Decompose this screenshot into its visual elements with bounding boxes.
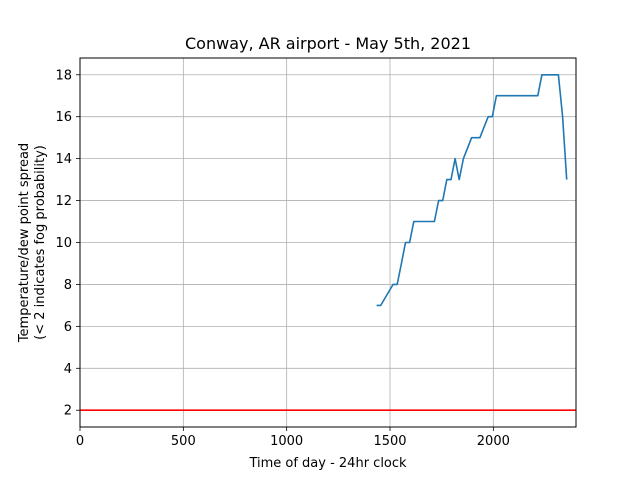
spread-series-line	[376, 74, 568, 307]
y-tick-label: 2	[64, 404, 72, 419]
x-tick-label: 0	[76, 434, 84, 449]
x-tick-label: 1500	[373, 434, 406, 449]
y-tick-label: 12	[55, 194, 72, 209]
grid	[79, 58, 576, 427]
y-axis-label-line-1: Temperature/dew point spread	[17, 143, 32, 343]
x-tick-label: 2000	[477, 434, 510, 449]
y-tick-label: 16	[55, 110, 72, 125]
y-tick-label: 8	[64, 278, 72, 293]
x-tick-label: 1000	[270, 434, 303, 449]
series-layer	[376, 74, 568, 307]
x-tick-label: 500	[171, 434, 196, 449]
y-ticks: 2 4 6 8 10 12 14 16 18	[55, 68, 80, 419]
chart-title: Conway, AR airport - May 5th, 2021	[185, 34, 471, 53]
y-tick-label: 18	[55, 68, 72, 83]
y-tick-label: 6	[64, 320, 72, 335]
y-tick-label: 14	[55, 152, 72, 167]
y-axis-label-line-2: (< 2 indicates fog probability)	[33, 145, 48, 340]
y-tick-label: 4	[64, 362, 72, 377]
y-tick-label: 10	[55, 236, 72, 251]
x-axis-label: Time of day - 24hr clock	[248, 456, 407, 471]
x-ticks: 0 500 1000 1500 2000	[76, 427, 510, 449]
